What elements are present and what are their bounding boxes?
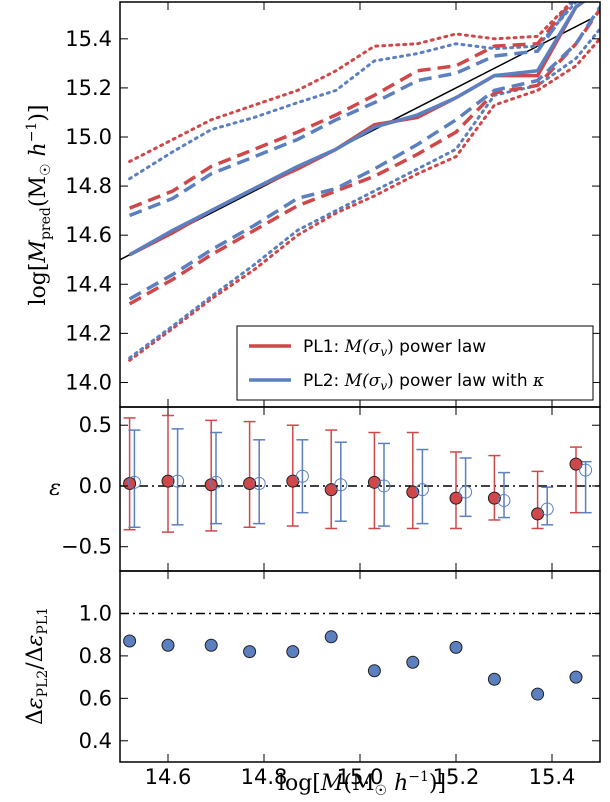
top-y-tick-label: 15.4	[65, 27, 112, 51]
top-y-axis-label: log[Mpred(M☉ h−1)]	[24, 104, 54, 305]
pl1-epsilon-point	[123, 477, 137, 491]
pl1-lower-1sigma-line	[128, 8, 600, 306]
pl1-upper-2sigma-line	[128, 2, 574, 164]
bottom-ticks: 0.4 0.6 0.8 1.0 14.6 14.8 15.0 15.2 15.4	[79, 571, 600, 789]
pl2-epsilon-point	[540, 502, 554, 516]
bottom-y-axis-label: ΔεPL2/ΔεPL1	[23, 607, 51, 725]
legend-entry-pl2: PL2: M(σv) power law with κ	[303, 371, 544, 393]
pl1-epsilon-point	[324, 483, 338, 497]
middle-panel-frame	[119, 406, 601, 572]
pl1-epsilon-point	[367, 475, 381, 489]
pl2-lower-1sigma-line	[128, 5, 600, 301]
ratio-point	[204, 638, 218, 652]
legend: PL1: M(σv) power law PL2: M(σv) power la…	[236, 325, 594, 401]
pl2-lower-2sigma-line	[128, 27, 600, 360]
top-y-tick-label: 14.0	[65, 370, 112, 394]
top-panel: 14.0 14.2 14.4 14.6 14.8 15.0 15.2 15.4 PL1: M(…	[24, 1, 601, 408]
bottom-panel: 0.4 0.6 0.8 1.0 14.6 14.8 15.0 15.2 15.4 ΔεPL2/Δ…	[23, 570, 601, 799]
pl1-lower-2sigma-line	[128, 37, 600, 362]
middle-panel: −0.5 0.0 0.5 ε	[49, 406, 601, 572]
pl1-epsilon-point	[161, 474, 175, 488]
ratio-point	[324, 630, 338, 644]
pl1-upper-1sigma-line	[128, 2, 575, 210]
pl2-epsilon-point	[171, 474, 185, 488]
pl2-epsilon-point	[459, 485, 473, 499]
ratio-point	[449, 640, 463, 654]
ratio-point	[569, 670, 583, 684]
pl1-epsilon-point	[487, 491, 501, 505]
ratio-point	[123, 634, 137, 648]
top-y-tick-label: 15.2	[65, 76, 112, 100]
pl2-epsilon-point	[209, 475, 223, 489]
pl2-epsilon-point	[497, 494, 511, 508]
pl2-upper-1sigma-line	[128, 2, 575, 218]
top-ticks: 14.0 14.2 14.4 14.6 14.8 15.0 15.2 15.4	[65, 2, 600, 407]
x-tick-label: 14.8	[241, 765, 288, 789]
bottom-series-layer	[120, 612, 600, 701]
pl2-upper-2sigma-line	[128, 2, 580, 181]
top-y-tick-label: 15.0	[65, 125, 112, 149]
middle-y-axis-label: ε	[49, 476, 61, 501]
middle-ticks: −0.5 0.0 0.5	[61, 407, 600, 571]
legend-entry-pl1: PL1: M(σv) power law	[303, 337, 486, 359]
x-axis-label: log[M(M☉ h−1)]	[278, 769, 446, 799]
bottom-y-tick-label: 0.6	[79, 686, 112, 710]
top-y-tick-label: 14.6	[65, 223, 112, 247]
x-tick-label: 15.2	[433, 765, 480, 789]
bottom-y-tick-label: 0.8	[79, 644, 112, 668]
pl2-median-line	[128, 2, 586, 257]
ratio-point	[406, 655, 420, 669]
pl2-epsilon-point	[377, 479, 391, 493]
pl2-epsilon-point	[127, 475, 141, 489]
middle-series-layer	[120, 414, 600, 533]
pl2-epsilon-point	[334, 478, 348, 492]
legend-box	[236, 325, 594, 401]
top-y-tick-label: 14.8	[65, 174, 112, 198]
x-tick-label: 14.6	[145, 765, 192, 789]
middle-y-tick-label: 0.5	[79, 413, 112, 437]
pl1-epsilon-point	[449, 491, 463, 505]
pl1-epsilon-point	[406, 485, 420, 499]
pl2-epsilon-point	[415, 483, 429, 497]
pl2-epsilon-point	[252, 477, 266, 491]
middle-y-tick-label: 0.0	[79, 474, 112, 498]
top-y-tick-label: 14.2	[65, 321, 112, 345]
pl1-epsilon-point	[204, 478, 218, 492]
pl1-epsilon-point	[569, 457, 583, 471]
bottom-y-tick-label: 0.4	[79, 729, 112, 753]
bottom-panel-frame	[119, 570, 601, 763]
ratio-point	[531, 687, 545, 701]
pl1-epsilon-point	[286, 474, 300, 488]
middle-y-tick-label: −0.5	[61, 535, 112, 559]
ratio-point	[161, 638, 175, 652]
ratio-point	[286, 645, 300, 659]
ratio-point	[243, 645, 257, 659]
pl2-epsilon-point	[295, 469, 309, 483]
ratio-point	[367, 664, 381, 678]
top-series-layer	[120, 2, 600, 362]
bottom-y-tick-label: 1.0	[79, 601, 112, 625]
pl1-epsilon-point	[531, 507, 545, 521]
top-y-tick-label: 14.4	[65, 272, 112, 296]
pl1-epsilon-point	[243, 477, 257, 491]
ratio-point	[487, 672, 501, 686]
pl2-epsilon-point	[579, 463, 593, 477]
x-tick-label: 15.4	[529, 765, 576, 789]
x-tick-label: 15.0	[337, 765, 384, 789]
